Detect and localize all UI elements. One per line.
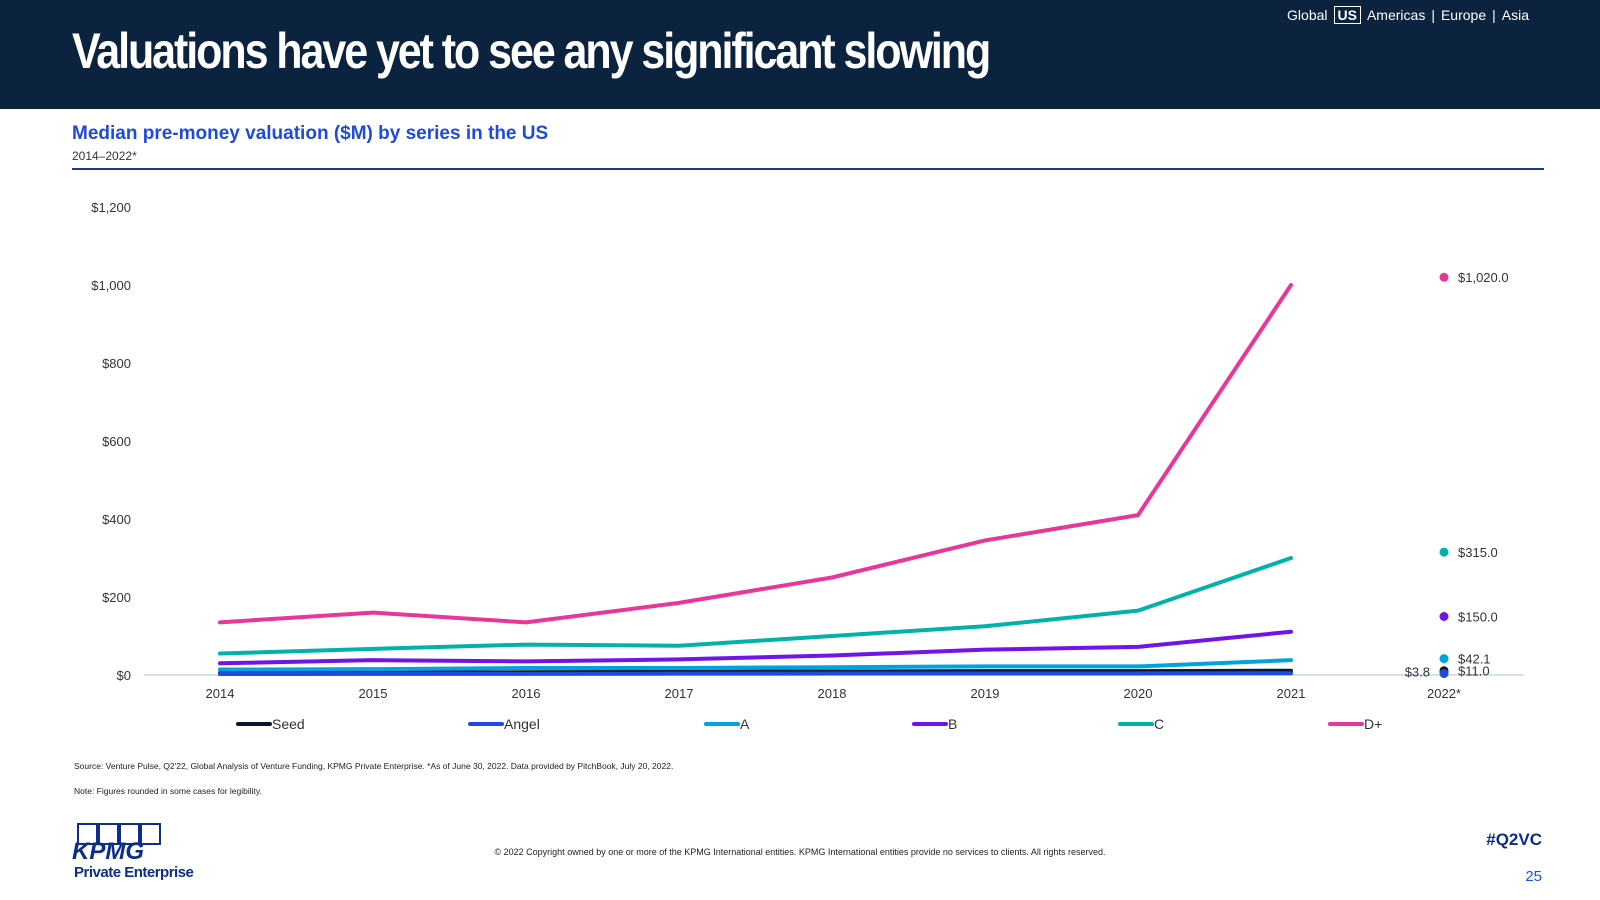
legend-item: D+ — [1328, 716, 1382, 732]
nav-americas[interactable]: Americas — [1366, 7, 1426, 23]
series-line-c — [218, 556, 1293, 656]
nav-asia[interactable]: Asia — [1501, 7, 1529, 23]
point-2022-c — [1439, 547, 1449, 557]
x-tick-label: 2021 — [1277, 686, 1306, 701]
legend-swatch — [912, 722, 948, 726]
data-label-2022: $11.0 — [1458, 664, 1490, 679]
chart-subtitle: 2014–2022* — [72, 149, 137, 163]
chart-legend: Seed Angel A B C D+ — [0, 716, 1600, 736]
x-tick-label: 2014 — [206, 686, 235, 701]
legend-swatch — [1328, 722, 1364, 726]
data-label-2022: $315.0 — [1458, 545, 1498, 560]
legend-item: C — [1118, 716, 1164, 732]
legend-label: B — [948, 716, 958, 732]
nav-separator: | — [1492, 7, 1496, 23]
legend-label: D+ — [1364, 716, 1383, 732]
legend-label: Seed — [272, 716, 305, 732]
legend-item: A — [704, 716, 749, 732]
page-title: Valuations have yet to see any significa… — [72, 23, 991, 79]
title-divider — [72, 168, 1544, 170]
y-tick-label: $400 — [102, 512, 131, 527]
series-line-a — [218, 658, 1293, 672]
logo-wordmark: KPMG — [72, 838, 144, 865]
nav-separator: | — [1431, 7, 1435, 23]
logo-subtext: Private Enterprise — [74, 864, 194, 881]
legend-label: Angel — [504, 716, 540, 732]
chart-title: Median pre-money valuation ($M) by serie… — [72, 123, 549, 144]
y-tick-label: $0 — [117, 668, 131, 683]
legend-label: C — [1154, 716, 1165, 732]
kpmg-logo: KPMG — [72, 823, 161, 865]
x-tick-label: 2017 — [665, 686, 694, 701]
point-2022-b — [1439, 612, 1449, 621]
x-tick-label: 2020 — [1124, 686, 1153, 701]
x-tick-label: 2022* — [1427, 686, 1461, 701]
legend-swatch — [468, 722, 504, 726]
legend-item: B — [912, 716, 957, 732]
data-label-2022: $3.8 — [1405, 665, 1430, 680]
nav-europe[interactable]: Europe — [1440, 7, 1487, 23]
legend-swatch — [1118, 722, 1154, 726]
x-tick-label: 2018 — [818, 686, 847, 701]
nav-us[interactable]: US — [1333, 6, 1361, 24]
legend-swatch — [236, 722, 272, 726]
nav-global[interactable]: Global — [1287, 7, 1328, 23]
copyright: © 2022 Copyright owned by one or more of… — [494, 847, 1106, 857]
y-tick-label: $1,200 — [91, 200, 131, 215]
x-tick-label: 2015 — [359, 686, 388, 701]
y-tick-label: $1,000 — [91, 278, 131, 293]
x-tick-label: 2016 — [512, 686, 541, 701]
series-line-d-plus — [218, 283, 1293, 625]
legend-item: Angel — [468, 716, 540, 732]
point-2022-d-plus — [1439, 272, 1449, 282]
header-bar: Valuations have yet to see any significa… — [0, 0, 1600, 109]
point-2022-a — [1439, 654, 1449, 664]
region-nav: Global US Americas | Europe | Asia — [1284, 6, 1532, 24]
y-tick-label: $800 — [102, 356, 131, 371]
page-number: 25 — [1525, 868, 1542, 885]
footnote: Note: Figures rounded in some cases for … — [74, 786, 262, 796]
line-chart: $0 $200 $400 $600 $800 $1,000 $1,200 2014 2015 20… — [91, 200, 1524, 701]
hashtag: #Q2VC — [1486, 830, 1542, 849]
series-line-angel — [218, 671, 1293, 677]
y-tick-label: $200 — [102, 590, 131, 605]
data-label-2022: $1,020.0 — [1458, 270, 1509, 285]
y-tick-label: $600 — [102, 434, 131, 449]
series-line-b — [218, 629, 1293, 666]
data-label-2022: $42.1 — [1458, 652, 1491, 667]
source-note: Source: Venture Pulse, Q2'22, Global Ana… — [74, 761, 674, 771]
legend-swatch — [704, 722, 740, 726]
legend-label: A — [740, 716, 750, 732]
point-2022-angel — [1439, 669, 1449, 679]
x-tick-label: 2019 — [971, 686, 1000, 701]
data-label-2022: $150.0 — [1458, 610, 1498, 625]
legend-item: Seed — [236, 716, 305, 732]
